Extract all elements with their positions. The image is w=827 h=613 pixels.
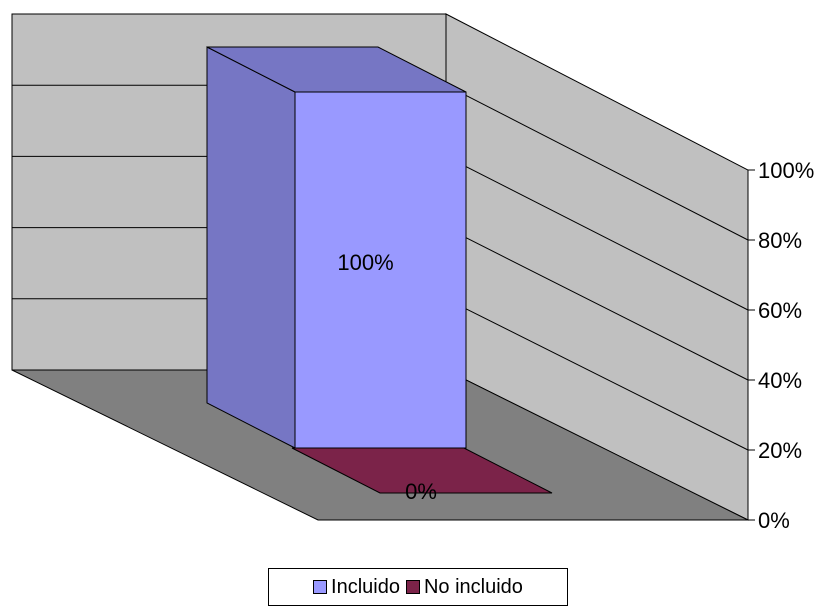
legend-swatch-no-incluido [405,580,420,594]
y-tick-label: 80% [758,228,802,253]
legend-item-no-incluido: No incluido [405,575,523,599]
y-tick-label: 20% [758,438,802,463]
legend-label-no-incluido: No incluido [423,575,523,598]
bar-top-no-incluido [291,447,553,494]
legend-label-incluido: Incluido [331,575,400,598]
y-tick-label: 40% [758,368,802,393]
legend: Incluido No incluido [268,568,568,606]
bar-front-incluido [294,91,467,449]
gridline-side [445,155,749,311]
y-tick-label: 100% [758,158,814,183]
legend-swatch-incluido [313,580,328,594]
data-label-no-incluido: 0% [405,479,437,504]
y-tick-label: 60% [758,298,802,323]
gridline-side [445,227,749,381]
data-label-incluido: 100% [337,250,393,275]
bar-side-incluido [206,46,296,449]
gridline-side [445,298,749,451]
legend-item-incluido: Incluido [313,576,400,599]
bars: 100% 0% [206,46,553,504]
y-tick-label: 0% [758,508,790,533]
gridline-side [445,84,749,241]
y-axis: 0% 20% 40% 60% 80% 100% [747,158,814,533]
